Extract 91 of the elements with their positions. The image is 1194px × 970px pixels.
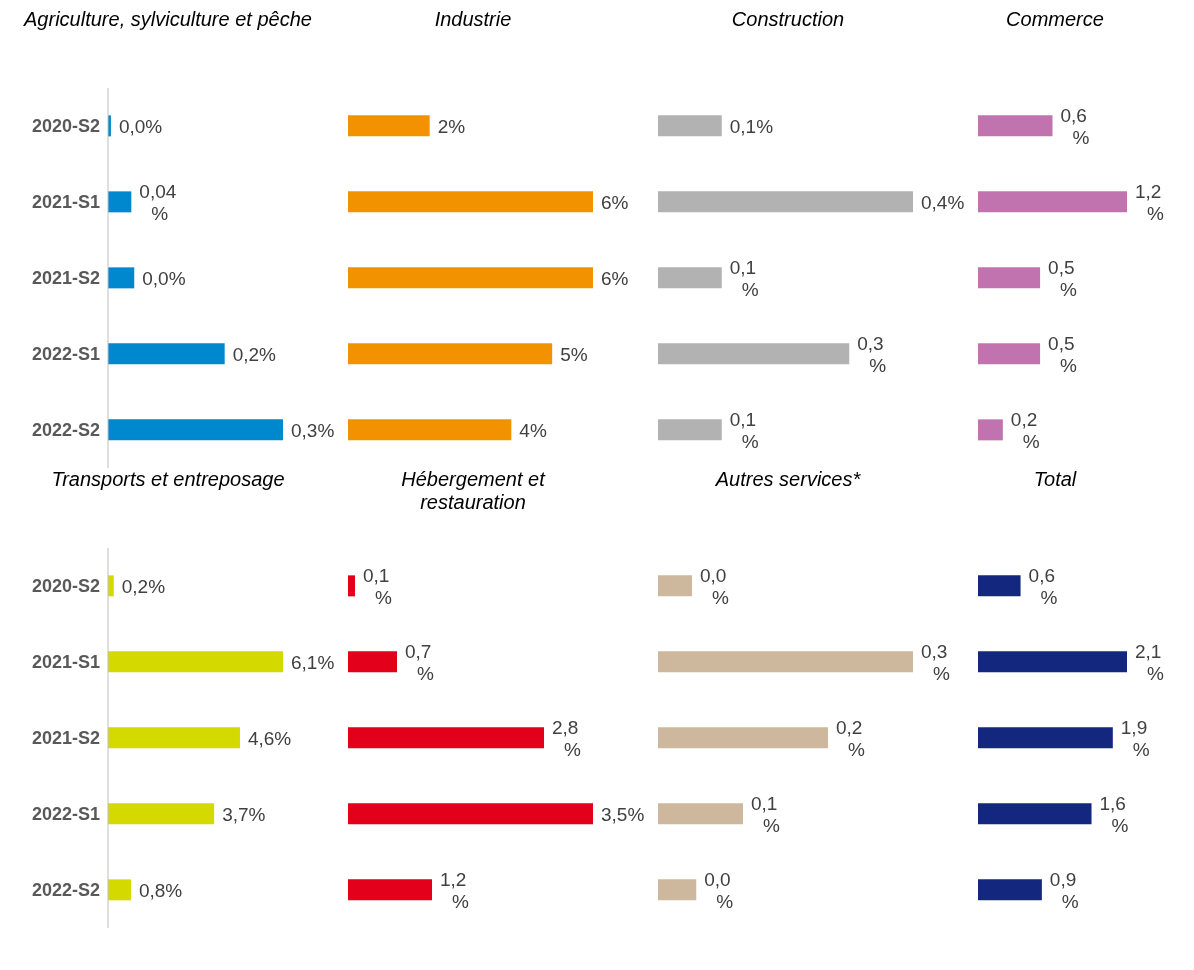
y-tick-label: 2021-S1 bbox=[31, 652, 100, 673]
chart-title: Commerce bbox=[1005, 8, 1105, 32]
bar bbox=[348, 267, 593, 289]
bar bbox=[658, 575, 692, 597]
chart-title: Autres services* bbox=[714, 468, 862, 492]
y-tick-label: 2022-S1 bbox=[31, 804, 100, 825]
data-label: 0,5 % bbox=[1048, 256, 1078, 300]
data-label: 0,1 % bbox=[751, 792, 780, 836]
data-label: 6,1% bbox=[291, 651, 335, 673]
data-label: 0,1 % bbox=[729, 256, 759, 300]
data-label: 0,0% bbox=[142, 267, 186, 289]
y-tick-label: 2022-S2 bbox=[31, 420, 100, 441]
data-label: 0,7 % bbox=[405, 640, 434, 684]
bar bbox=[348, 115, 430, 137]
data-label: 0,2 % bbox=[836, 716, 865, 760]
data-label: 1,2 % bbox=[1135, 180, 1164, 224]
data-label: 0,3 % bbox=[857, 332, 887, 376]
bar bbox=[108, 419, 283, 441]
data-label: 0,6 % bbox=[1060, 104, 1090, 148]
bar bbox=[108, 651, 283, 673]
bar bbox=[978, 115, 1053, 137]
bar bbox=[108, 727, 240, 749]
data-label: 0,9 % bbox=[1049, 868, 1079, 912]
data-label: 0,2 % bbox=[1010, 408, 1040, 452]
data-label: 0,4% bbox=[921, 191, 965, 213]
data-label: 0,1 % bbox=[729, 408, 759, 452]
data-label: 4,6% bbox=[247, 727, 292, 749]
chart-title: Industrie bbox=[433, 8, 513, 32]
y-tick-label: 2021-S1 bbox=[31, 192, 100, 213]
bar bbox=[658, 651, 913, 673]
bar bbox=[108, 879, 131, 901]
data-label: 0,2% bbox=[232, 343, 277, 365]
bar bbox=[108, 343, 225, 365]
data-label: 0,6 % bbox=[1028, 564, 1058, 608]
bar bbox=[348, 191, 593, 213]
bar bbox=[978, 727, 1113, 749]
data-label: 0,5 % bbox=[1048, 332, 1078, 376]
chart-title: Hébergement et restauration bbox=[400, 468, 547, 515]
bar bbox=[978, 419, 1003, 441]
data-label: 2% bbox=[437, 115, 466, 137]
chart-title: Agriculture, sylviculture et pêche bbox=[22, 8, 313, 32]
bar bbox=[108, 191, 132, 213]
bar bbox=[658, 727, 828, 749]
bar bbox=[978, 267, 1041, 289]
data-label: 1,9 % bbox=[1120, 716, 1150, 760]
bar bbox=[348, 419, 512, 441]
data-label: 1,2 % bbox=[440, 868, 469, 912]
bar bbox=[348, 803, 593, 825]
bar bbox=[658, 803, 743, 825]
data-label: 0,0 % bbox=[700, 564, 729, 608]
bar bbox=[348, 575, 355, 597]
data-label: 0,3 % bbox=[921, 640, 950, 684]
bar bbox=[978, 191, 1127, 213]
bar bbox=[348, 879, 432, 901]
chart-title: Construction bbox=[730, 8, 846, 32]
bar bbox=[978, 651, 1127, 673]
bar bbox=[978, 575, 1021, 597]
data-label: 1,6 % bbox=[1099, 792, 1129, 836]
data-label: 6% bbox=[601, 267, 629, 289]
data-label: 0,04 % bbox=[139, 180, 177, 224]
data-label: 6% bbox=[601, 191, 629, 213]
bar bbox=[978, 879, 1042, 901]
bar bbox=[108, 267, 135, 289]
data-label: 0,2% bbox=[121, 575, 166, 597]
data-label: 3,7% bbox=[222, 803, 266, 825]
data-label: 0,8% bbox=[138, 879, 183, 901]
bar bbox=[658, 879, 697, 901]
bar bbox=[978, 343, 1041, 365]
y-tick-label: 2022-S1 bbox=[31, 344, 100, 365]
chart-title: Transports et entreposage bbox=[50, 468, 286, 492]
data-label: 3,5% bbox=[601, 803, 645, 825]
y-tick-label: 2020-S2 bbox=[31, 116, 100, 137]
chart-title: Total bbox=[1032, 468, 1078, 492]
bar bbox=[348, 651, 397, 673]
y-tick-label: 2022-S2 bbox=[31, 880, 100, 901]
data-label: 0,0% bbox=[118, 115, 163, 137]
y-tick-label: 2021-S2 bbox=[31, 268, 100, 289]
data-label: 5% bbox=[560, 343, 588, 365]
bar bbox=[348, 727, 544, 749]
data-label: 2,8 % bbox=[552, 716, 581, 760]
data-label: 4% bbox=[519, 419, 547, 441]
y-tick-label: 2021-S2 bbox=[31, 728, 100, 749]
y-tick-label: 2020-S2 bbox=[31, 576, 100, 597]
data-label: 2,1 % bbox=[1135, 640, 1164, 684]
data-label: 0,3% bbox=[291, 419, 335, 441]
data-label: 0,1% bbox=[729, 115, 774, 137]
data-label: 0,0 % bbox=[704, 868, 734, 912]
bar bbox=[978, 803, 1092, 825]
bar bbox=[108, 803, 215, 825]
bar bbox=[348, 343, 553, 365]
data-label: 0,1 % bbox=[363, 564, 392, 608]
